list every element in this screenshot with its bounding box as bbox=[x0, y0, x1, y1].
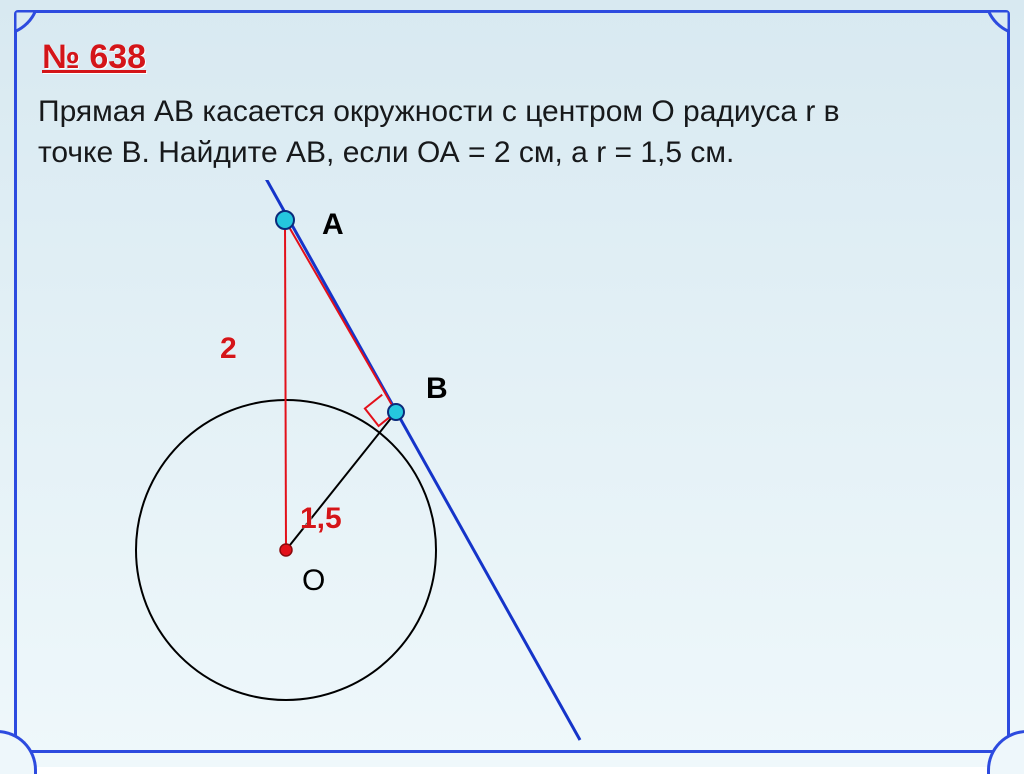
point-b bbox=[388, 404, 404, 420]
label-b: B bbox=[426, 372, 448, 405]
problem-number: № 638 bbox=[42, 38, 146, 77]
diagram-svg: 2 1,5 A B O bbox=[60, 180, 760, 750]
segment-oa bbox=[285, 220, 286, 550]
label-oa-length: 2 bbox=[220, 332, 237, 365]
problem-line-1: Прямая АВ касается окружности с центром … bbox=[38, 95, 840, 128]
page: № 638 Прямая АВ касается окружности с це… bbox=[0, 0, 1024, 767]
label-a: A bbox=[322, 208, 344, 241]
problem-line-2: точке В. Найдите АВ, если ОА = 2 см, а r… bbox=[38, 136, 734, 169]
geometry-diagram: 2 1,5 A B O bbox=[60, 180, 760, 750]
tangent-line bbox=[250, 180, 580, 740]
label-o: O bbox=[302, 564, 325, 597]
problem-text: Прямая АВ касается окружности с центром … bbox=[38, 92, 978, 173]
point-a bbox=[276, 211, 294, 229]
label-ob-length: 1,5 bbox=[300, 502, 342, 535]
point-o bbox=[280, 544, 292, 556]
segment-ab bbox=[285, 220, 396, 412]
